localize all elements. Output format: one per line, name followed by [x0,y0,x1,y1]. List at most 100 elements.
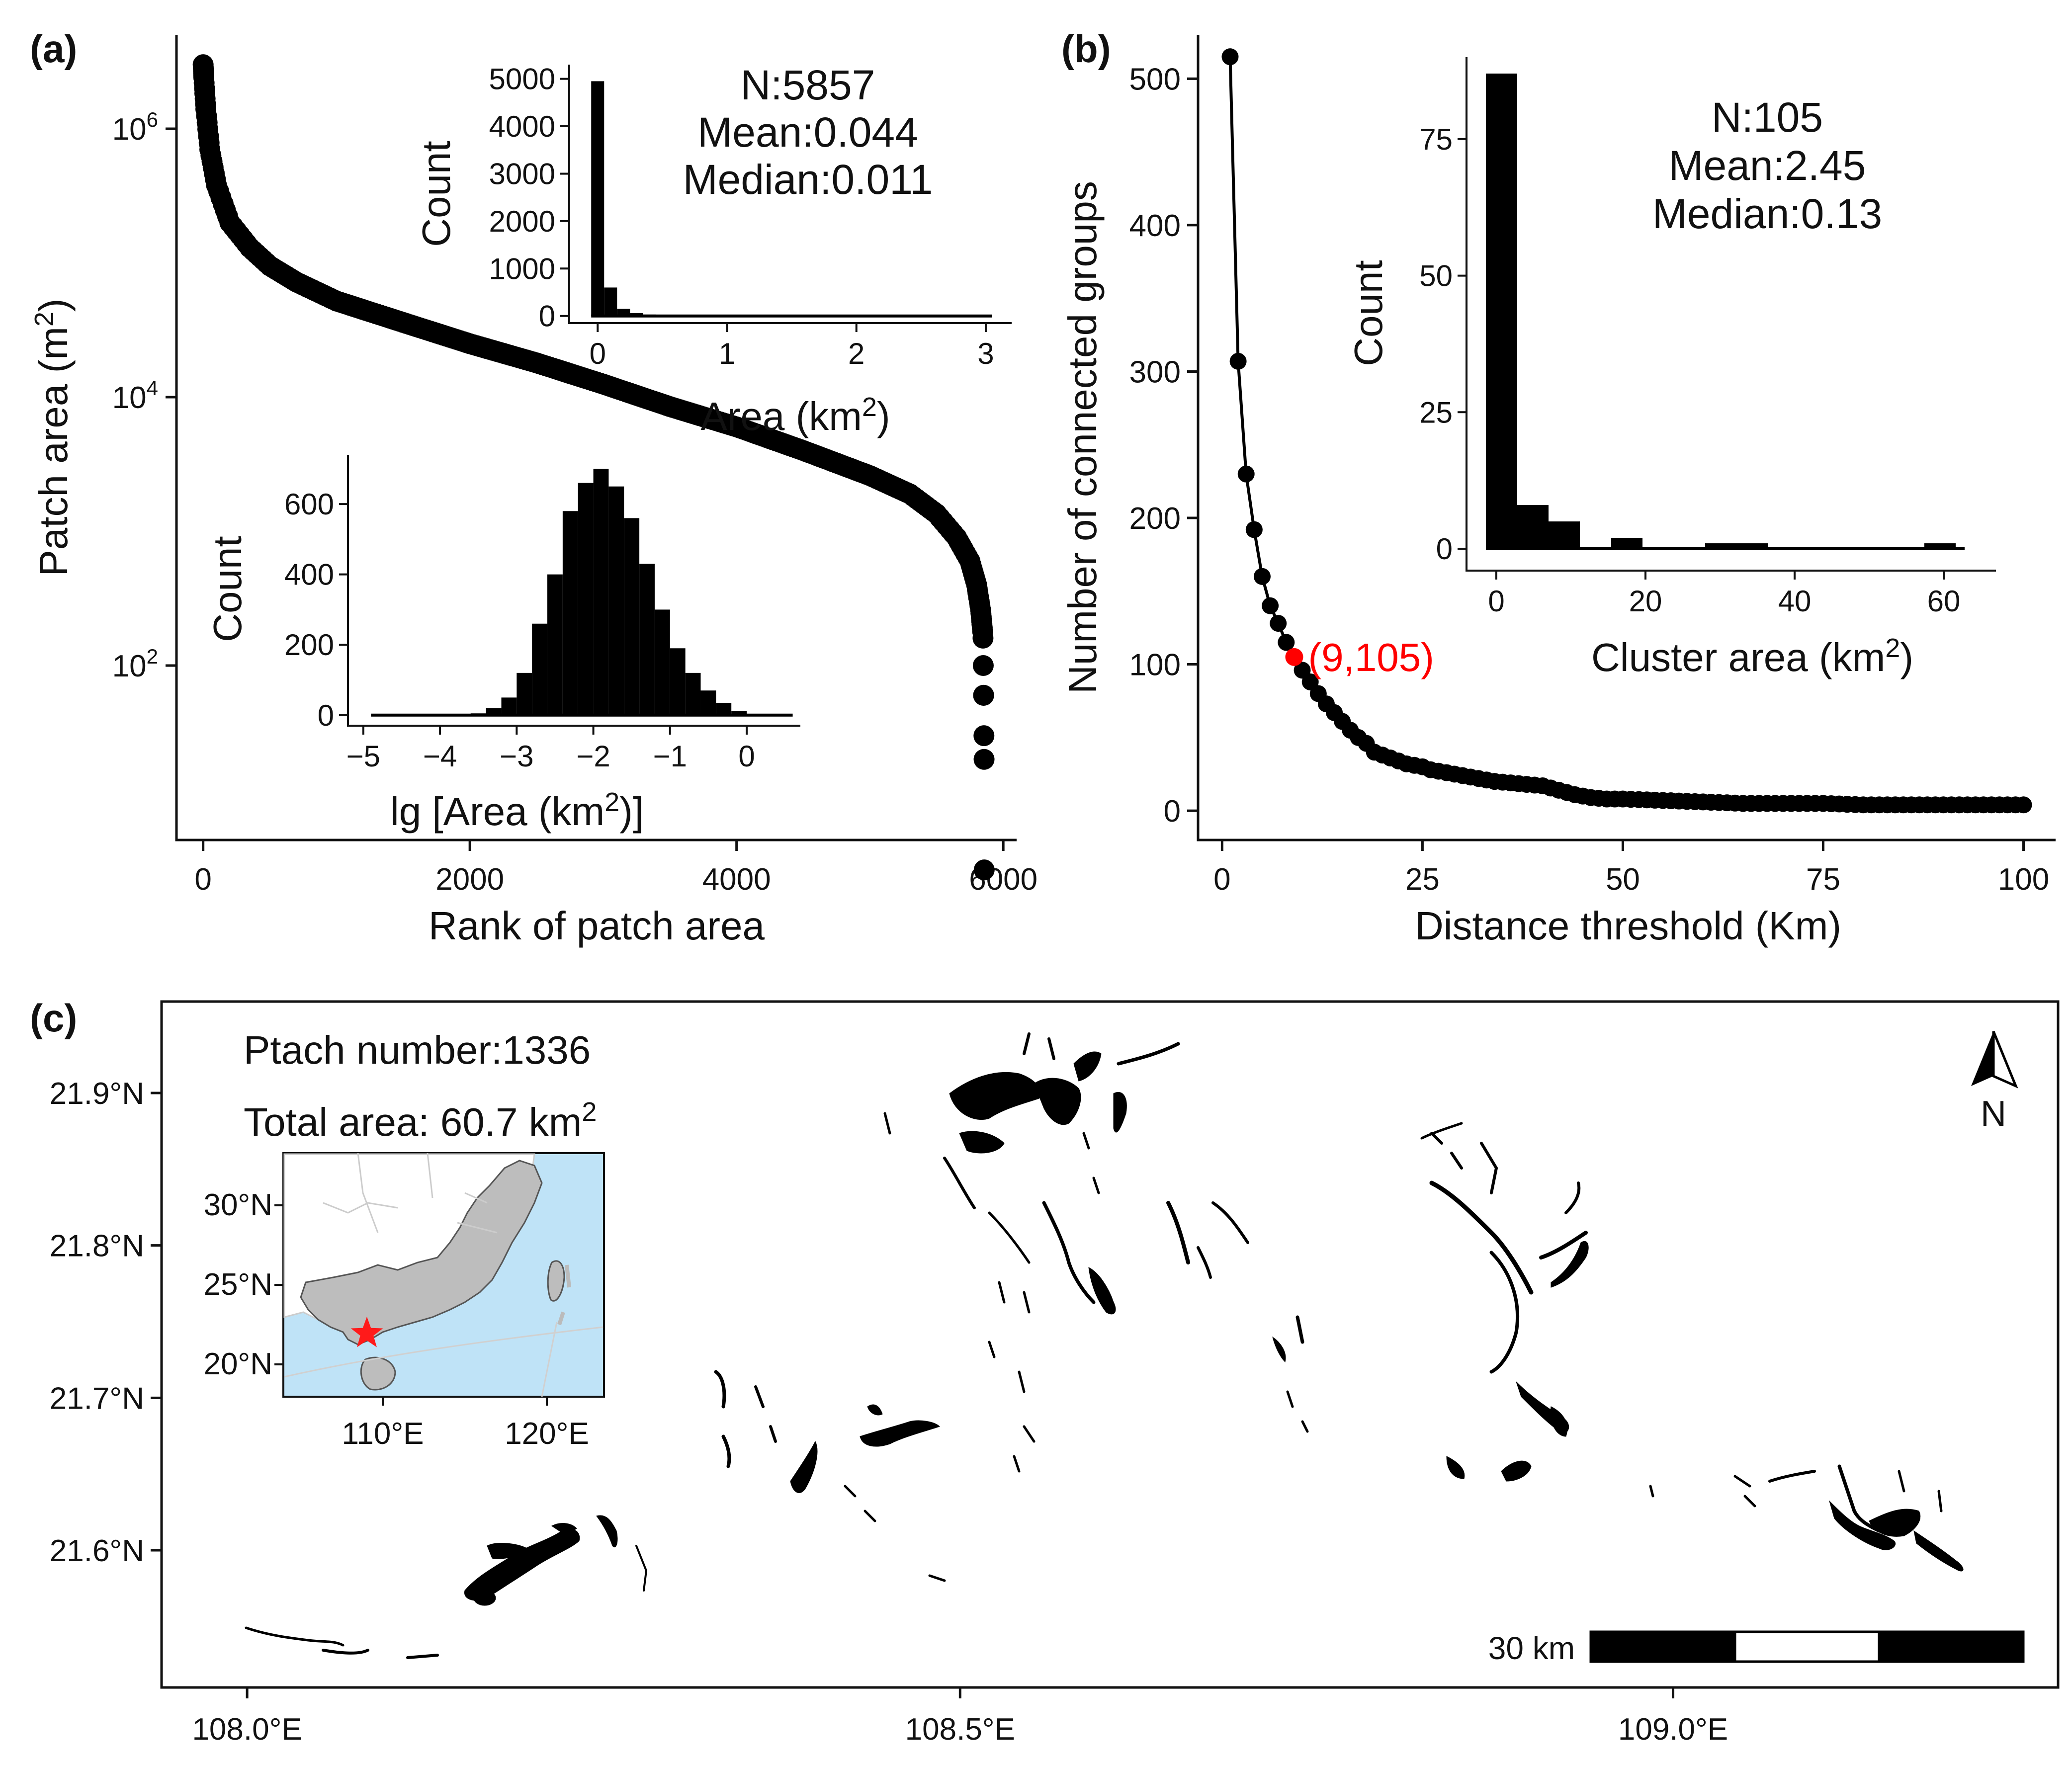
scale-label: 30 km [1488,1630,1575,1666]
hist-xtick-label: −2 [576,740,610,773]
hist-xtick-label: 60 [1927,585,1961,618]
groups-point [1237,465,1255,483]
groups-point [1253,568,1271,585]
longitude-ticks: 108.0°E 108.5°E 109.0°E [192,1687,1728,1747]
locator-lat-25: 25°N [203,1267,272,1302]
scale-bar: 30 km [1488,1630,2025,1666]
inset3-axes [1466,57,1996,572]
hist-bar [656,315,669,317]
inset-lg-area-histogram: −5 −4 −3 −2 −1 0 0 200 400 600 lg [Area (km2)] C… [205,455,800,834]
hist-bar [532,623,548,715]
hist-bar [1736,543,1768,549]
hist-bar [1705,543,1736,549]
inset3-ylabel: Count [1346,260,1390,366]
rank-point [973,859,995,881]
hist-bar [669,315,682,317]
map-frame [160,1000,2060,1689]
hist-bar [700,690,716,715]
mangrove-patches [245,1032,1964,1659]
locator-lon-120: 120°E [505,1417,589,1451]
panel-b-axes [1197,35,2056,841]
groups-point [1221,48,1239,66]
hist-bar [470,713,486,715]
panel-a-y-ticks: 102 104 106 [112,108,176,683]
panel-b-y-ticks: 0 100 200 300 400 500 [1129,62,1198,829]
lat-tick-label: 21.9°N [50,1077,144,1111]
hist-xtick-label: 40 [1778,585,1812,618]
lon-tick-label: 108.5°E [905,1712,1015,1747]
hist-ytick-label: 3000 [489,157,555,190]
rank-point [972,627,994,649]
inset3-bars [1486,73,1965,551]
a-ytick-label: 106 [112,108,158,147]
inset3-xlabel: Cluster area (km2) [1591,633,1913,679]
locator-map: 30°N 25°N 20°N 110°E 120°E [203,1152,605,1451]
inset3-stat-median: Median:0.13 [1652,190,1882,237]
hist-bar [1549,521,1580,549]
inset1-stat-mean: Mean:0.044 [697,109,918,156]
inset2-ylabel: Count [205,536,250,642]
lat-tick-label: 21.7°N [50,1381,144,1416]
patch-number-label: Ptach number:1336 [244,1028,591,1072]
inset1-stat-n: N:5857 [741,62,875,108]
hist-ytick-label: 1000 [489,252,555,285]
panel-b-ylabel: Number of connected groups [1060,181,1105,694]
hist-xtick-label: 0 [590,337,606,370]
b-ytick-label: 200 [1129,502,1181,536]
inset1-axes [568,65,1012,324]
hist-ytick-label: 2000 [489,205,555,238]
panel-c-label: (c) [30,996,77,1040]
inset1-x-ticks: 0 1 2 3 [590,323,994,370]
hist-bar [1486,73,1517,549]
b-xtick-label: 25 [1405,862,1440,897]
locator-ticks [274,1204,548,1406]
hist-bar [670,648,686,715]
inset2-axes [347,455,800,727]
b-xtick-label: 100 [1998,862,2049,897]
hist-xtick-label: −1 [653,740,687,773]
a-xtick-label: 4000 [702,862,771,897]
hist-ytick-label: 0 [318,699,334,732]
hist-ytick-label: 0 [1436,532,1453,566]
total-area-label: Total area: 60.7 km2 [244,1097,597,1144]
north-label: N [1981,1094,2006,1134]
panel-a-xlabel: Rank of patch area [429,904,765,948]
hist-ytick-label: 50 [1419,259,1453,293]
b-xtick-label: 50 [1606,862,1640,897]
hist-bar [685,672,701,715]
hist-bar [608,486,624,715]
panel-a-label: (a) [30,27,77,71]
rank-point [972,655,994,676]
hist-bar [578,483,594,715]
hist-xtick-label: −5 [346,740,380,773]
hist-ytick-label: 600 [284,488,334,521]
b-ytick-label: 400 [1129,209,1181,243]
inset1-stat-median: Median:0.011 [683,156,933,203]
inset2-x-ticks: −5 −4 −3 −2 −1 0 [346,726,755,773]
panel-b-label: (b) [1061,27,1111,71]
groups-point [1245,521,1263,538]
hist-xtick-label: −3 [500,740,533,773]
b-xtick-label: 0 [1213,862,1230,897]
groups-line [1221,48,2032,814]
latitude-ticks: 21.6°N 21.7°N 21.8°N 21.9°N [50,1077,162,1568]
panel-b-x-ticks: 0 25 50 75 100 [1213,840,2049,897]
lon-tick-label: 108.0°E [192,1712,302,1747]
hist-bar [593,469,609,715]
b-ytick-label: 300 [1129,355,1181,389]
hist-bar [617,309,630,316]
inset1-ylabel: Count [414,141,458,247]
b-ytick-label: 500 [1129,62,1181,96]
hist-xtick-label: 0 [738,740,755,773]
a-xtick-label: 2000 [435,862,504,897]
groups-point [1262,597,1279,614]
groups-point [1278,634,1295,651]
inset2-y-ticks: 0 200 400 600 [284,488,348,732]
hist-bar [643,314,656,316]
groups-point [1229,352,1247,370]
hist-bar [731,711,747,715]
b-ytick-label: 0 [1164,794,1181,829]
hist-bar [501,697,517,715]
